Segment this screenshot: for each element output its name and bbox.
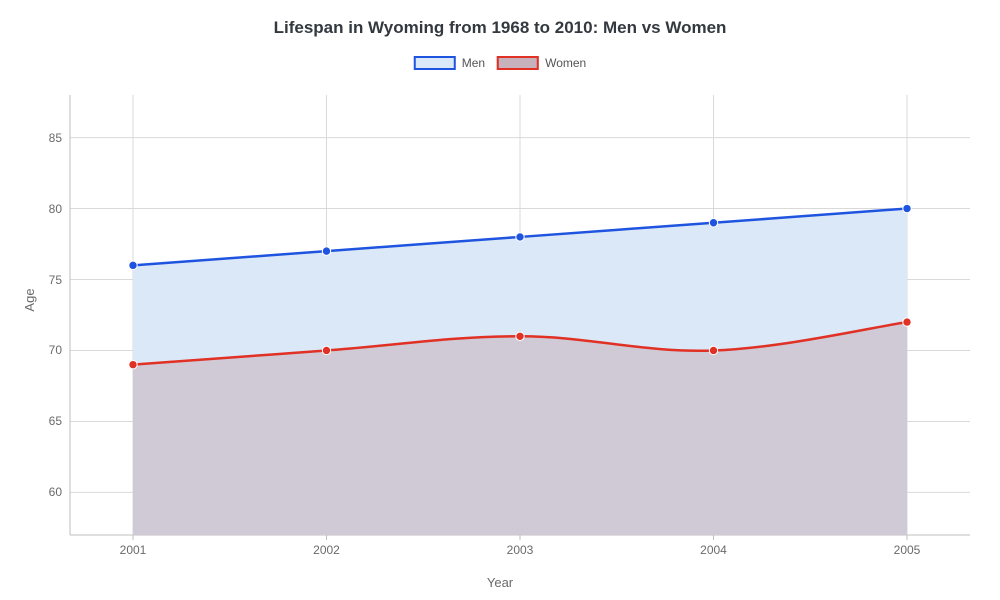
marker-men-0[interactable] — [129, 261, 137, 269]
chart-legend: Men Women — [414, 56, 586, 70]
x-tick-label: 2005 — [894, 535, 921, 557]
y-tick-label: 60 — [49, 485, 70, 499]
plot-area: 60657075808520012002200320042005 — [70, 95, 970, 535]
x-axis-label: Year — [487, 575, 513, 590]
x-tick-label: 2001 — [120, 535, 147, 557]
y-tick-label: 80 — [49, 202, 70, 216]
x-tick-label: 2004 — [700, 535, 727, 557]
marker-men-1[interactable] — [322, 247, 330, 255]
y-tick-label: 70 — [49, 343, 70, 357]
x-tick-label: 2002 — [313, 535, 340, 557]
legend-label-men: Men — [462, 56, 485, 70]
legend-item-women[interactable]: Women — [497, 56, 586, 70]
legend-label-women: Women — [545, 56, 586, 70]
legend-swatch-women — [497, 56, 539, 70]
marker-women-0[interactable] — [129, 360, 137, 368]
marker-men-3[interactable] — [709, 219, 717, 227]
marker-women-2[interactable] — [516, 332, 524, 340]
y-axis-label: Age — [22, 288, 37, 311]
marker-men-4[interactable] — [903, 204, 911, 212]
y-tick-label: 65 — [49, 414, 70, 428]
marker-women-4[interactable] — [903, 318, 911, 326]
marker-women-1[interactable] — [322, 346, 330, 354]
chart-container: Lifespan in Wyoming from 1968 to 2010: M… — [0, 0, 1000, 600]
marker-women-3[interactable] — [709, 346, 717, 354]
y-tick-label: 75 — [49, 273, 70, 287]
chart-svg — [70, 95, 970, 535]
marker-men-2[interactable] — [516, 233, 524, 241]
legend-item-men[interactable]: Men — [414, 56, 485, 70]
x-tick-label: 2003 — [507, 535, 534, 557]
legend-swatch-men — [414, 56, 456, 70]
chart-title: Lifespan in Wyoming from 1968 to 2010: M… — [0, 18, 1000, 38]
y-tick-label: 85 — [49, 131, 70, 145]
